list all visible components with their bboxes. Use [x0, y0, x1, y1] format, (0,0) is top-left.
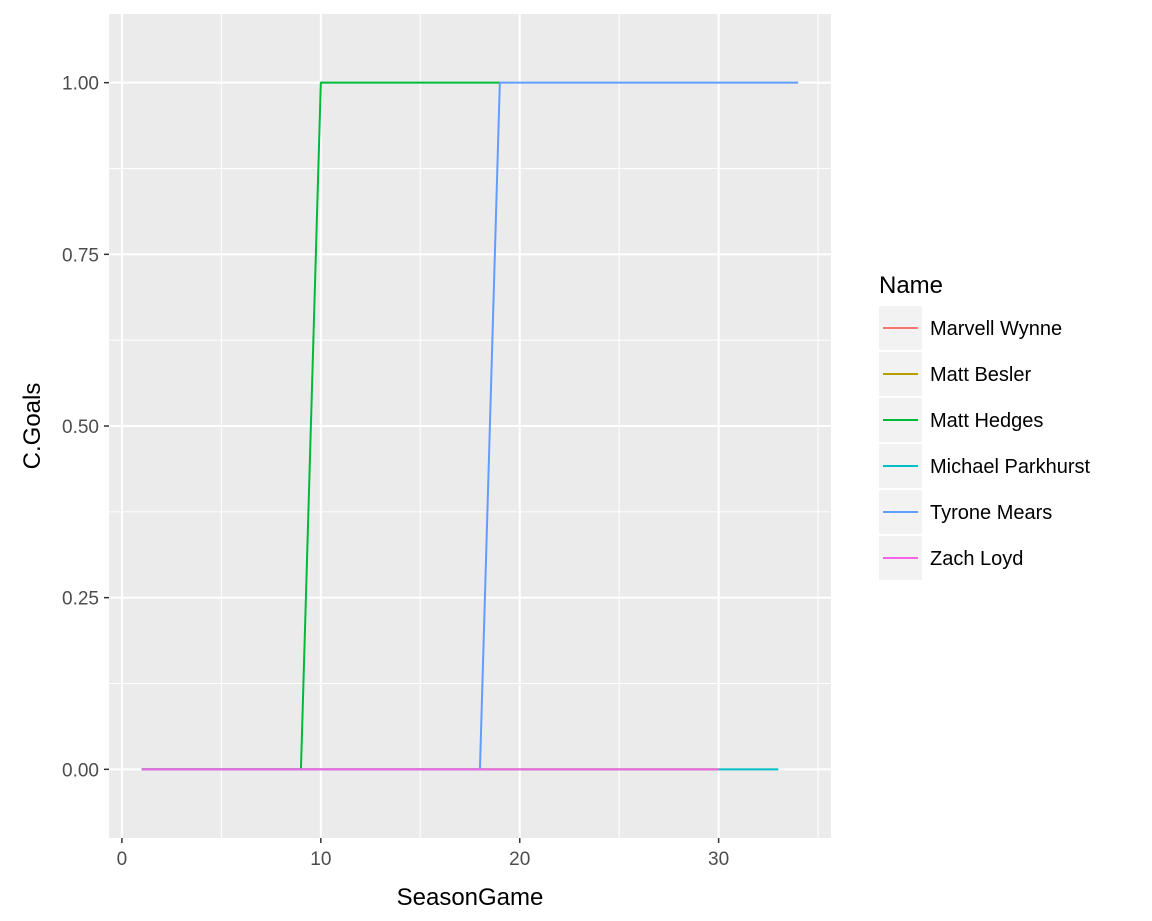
legend: Name Marvell Wynne Matt Besler Matt Hedges…	[879, 272, 1091, 580]
major-gridlines	[109, 14, 831, 838]
y-tick-label: 0.25	[62, 589, 99, 610]
legend-item-tyrone-mears: Tyrone Mears	[879, 490, 1052, 534]
legend-item-michael-parkhurst: Michael Parkhurst	[879, 444, 1091, 488]
legend-label: Zach Loyd	[930, 548, 1023, 570]
legend-label: Michael Parkhurst	[930, 456, 1091, 478]
legend-label: Matt Hedges	[930, 410, 1043, 432]
axis-ticks	[104, 81, 720, 843]
series-lines	[141, 81, 799, 771]
legend-item-matt-hedges: Matt Hedges	[879, 398, 1043, 442]
y-axis-tick-labels: 0.00 0.25 0.50 0.75 1.00	[62, 74, 99, 782]
x-tick-label: 20	[509, 849, 530, 870]
legend-label: Marvell Wynne	[930, 318, 1062, 340]
legend-item-matt-besler: Matt Besler	[879, 352, 1031, 396]
x-axis-tick-labels: 0 10 20 30	[117, 849, 730, 870]
legend-item-zach-loyd: Zach Loyd	[879, 536, 1023, 580]
y-tick-label: 0.50	[62, 417, 99, 438]
legend-label: Tyrone Mears	[930, 502, 1052, 524]
legend-label: Matt Besler	[930, 364, 1031, 386]
y-tick-label: 1.00	[62, 74, 99, 95]
legend-title: Name	[879, 272, 943, 299]
y-tick-label: 0.75	[62, 245, 99, 266]
y-axis-title: C.Goals	[19, 383, 46, 470]
x-axis-title: SeasonGame	[397, 884, 544, 911]
legend-item-marvell-wynne: Marvell Wynne	[879, 306, 1062, 350]
x-tick-label: 10	[310, 849, 331, 870]
x-tick-label: 0	[117, 849, 128, 870]
x-tick-label: 30	[708, 849, 729, 870]
y-tick-label: 0.00	[62, 760, 99, 781]
